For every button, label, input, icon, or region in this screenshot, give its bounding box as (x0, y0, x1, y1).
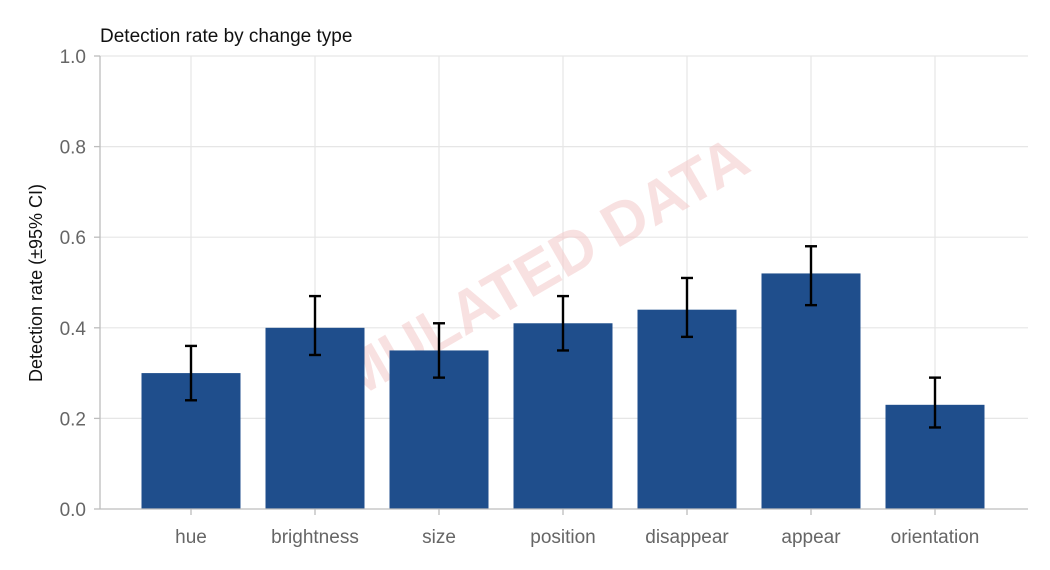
x-tick-label: size (422, 527, 456, 548)
y-tick-label: 1.0 (60, 47, 86, 68)
x-tick-label: hue (175, 527, 207, 548)
error-bar-position (557, 294, 569, 352)
error-bar-orientation (929, 376, 941, 429)
bars (141, 273, 985, 509)
error-bar-appear (805, 245, 817, 307)
y-tick-label: 0.4 (60, 319, 87, 340)
error-bar-brightness (309, 294, 321, 357)
error-bar-disappear (681, 276, 693, 339)
x-tick-label: orientation (891, 527, 980, 548)
y-tick-label: 0.0 (60, 500, 86, 521)
error-bars (185, 245, 941, 429)
chart-title: Detection rate by change type (100, 26, 352, 47)
axes (94, 55, 1028, 515)
y-tick-labels: 0.0 0.2 0.4 0.6 0.8 1.0 (60, 47, 87, 521)
bar-appear (761, 273, 861, 509)
y-tick-label: 0.6 (60, 228, 86, 249)
bar-brightness (265, 327, 365, 509)
y-tick-label: 0.2 (60, 409, 86, 430)
x-tick-labels: hue brightness size position disappear appear… (175, 527, 979, 548)
bar-position (513, 323, 613, 509)
x-tick-label: brightness (271, 527, 359, 548)
x-tick-label: appear (781, 527, 841, 548)
error-bar-hue (185, 344, 197, 402)
x-tick-label: disappear (645, 527, 729, 548)
bar-disappear (637, 309, 737, 509)
x-tick-label: position (530, 527, 596, 548)
error-bar-size (433, 322, 445, 379)
y-tick-label: 0.8 (60, 138, 86, 159)
grid-lines (100, 55, 1028, 509)
y-axis-label: Detection rate (±95% CI) (26, 184, 46, 382)
